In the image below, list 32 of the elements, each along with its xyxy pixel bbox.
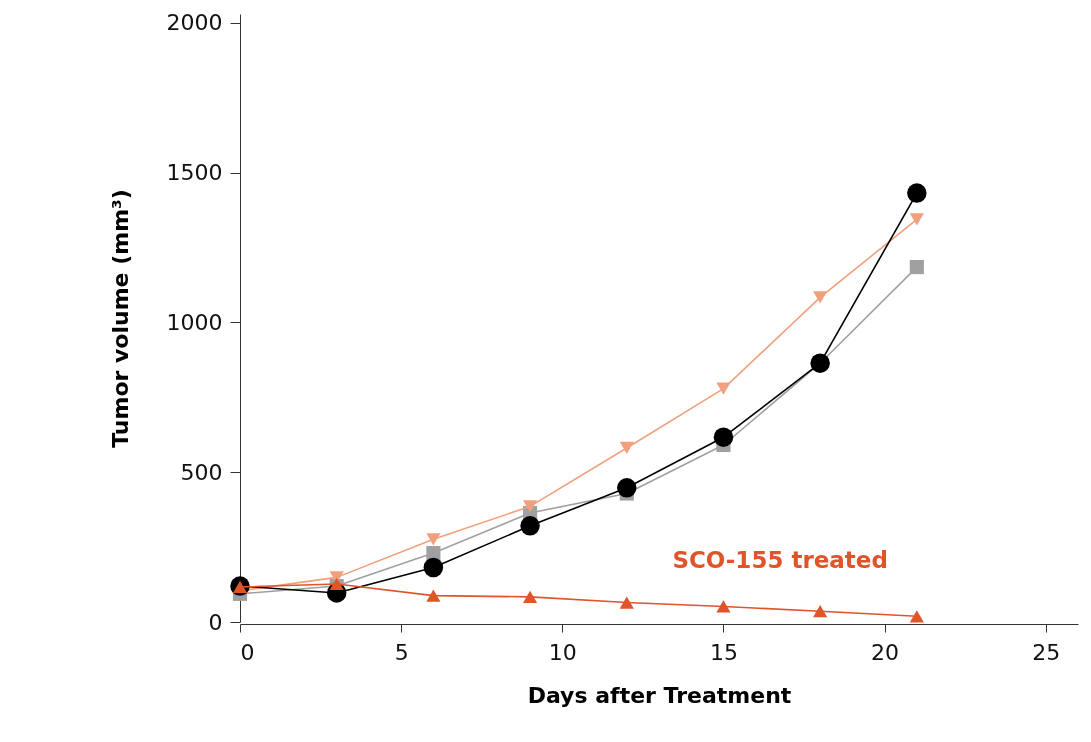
point xyxy=(619,441,634,455)
point xyxy=(813,291,828,304)
x-tick-label: 20 xyxy=(871,639,900,665)
point xyxy=(909,260,924,275)
point xyxy=(909,213,924,226)
point xyxy=(426,589,441,602)
series-label: SCO-155 treated xyxy=(672,547,888,574)
y-tick-label: 1000 xyxy=(166,309,223,335)
point xyxy=(716,600,731,613)
point xyxy=(520,516,540,536)
x-tick-label: 5 xyxy=(394,639,409,665)
y-tick-label: 500 xyxy=(180,459,223,485)
point xyxy=(909,610,924,623)
y-tick-label: 0 xyxy=(208,609,223,635)
point xyxy=(907,183,927,203)
y-tick-label: 1500 xyxy=(166,160,223,186)
point xyxy=(619,596,634,609)
x-tick-label: 10 xyxy=(548,639,577,665)
x-axis-title: Days after Treatment xyxy=(527,682,792,708)
point xyxy=(617,478,637,498)
point xyxy=(523,500,538,513)
point xyxy=(423,557,444,578)
point xyxy=(713,427,734,447)
x-tick-label: 0 xyxy=(240,639,255,665)
x-tick-label: 15 xyxy=(709,639,738,665)
point xyxy=(716,382,731,395)
y-axis-title: Tumor volume (mm³) xyxy=(107,189,133,448)
point xyxy=(813,605,828,618)
x-tick-label: 25 xyxy=(1032,639,1061,665)
point xyxy=(426,533,441,546)
y-tick-label: 2000 xyxy=(166,10,223,36)
point xyxy=(523,590,538,603)
